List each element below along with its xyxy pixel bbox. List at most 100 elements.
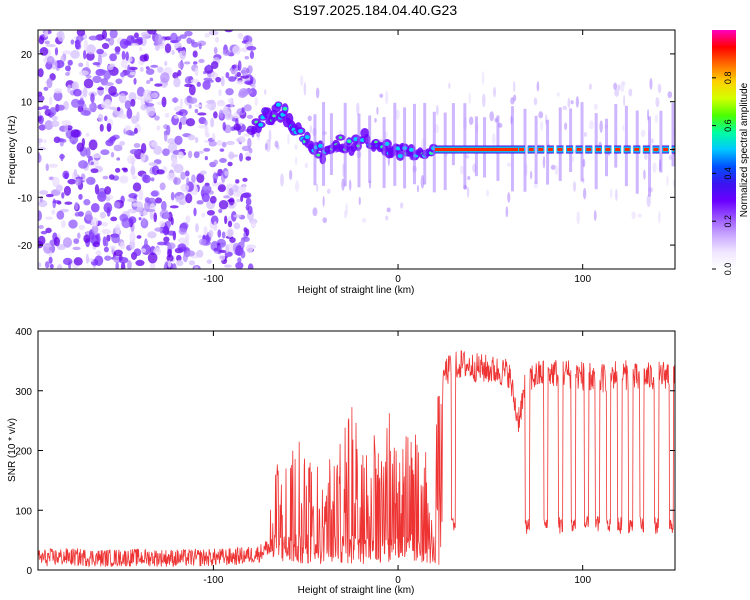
noise-blob xyxy=(224,170,229,176)
noise-blob xyxy=(38,94,45,103)
sparse-blob xyxy=(299,75,304,87)
noise-blob xyxy=(85,132,90,137)
noise-blob xyxy=(180,183,190,192)
noise-blob xyxy=(157,66,164,73)
sparse-blob xyxy=(640,129,646,138)
noise-blob xyxy=(218,254,226,261)
sparse-blob xyxy=(384,90,389,105)
noise-blob xyxy=(159,182,166,191)
vertical-streak xyxy=(368,115,372,183)
noise-blob xyxy=(149,261,156,269)
sparse-blob xyxy=(510,97,515,105)
noise-blob xyxy=(188,84,196,96)
noise-blob xyxy=(111,233,120,244)
sparse-blob xyxy=(280,173,284,187)
noise-blob xyxy=(73,257,83,266)
noise-blob xyxy=(128,208,134,214)
noise-blob xyxy=(52,176,60,188)
sparse-blob xyxy=(613,82,618,91)
noise-blob xyxy=(210,117,215,128)
noise-blob xyxy=(225,88,234,96)
sparse-blob xyxy=(303,82,307,96)
noise-blob xyxy=(104,255,112,261)
sparse-blob xyxy=(622,124,625,132)
noise-blob xyxy=(221,141,227,148)
noise-blob xyxy=(203,147,211,152)
noise-blob xyxy=(205,103,212,109)
spectrogram-x-axis-label: Height of straight line (km) xyxy=(298,285,415,296)
noise-blob xyxy=(46,55,55,65)
noise-blob xyxy=(172,72,179,79)
noise-blob xyxy=(50,120,60,128)
noise-blob xyxy=(132,202,139,207)
sparse-blob xyxy=(540,120,544,132)
sparse-blob xyxy=(583,132,588,137)
sparse-blob xyxy=(615,188,618,201)
noise-blob xyxy=(118,114,128,119)
sparse-blob xyxy=(609,188,613,199)
noise-blob xyxy=(83,39,89,51)
noise-blob xyxy=(217,184,226,193)
noise-blob xyxy=(73,238,80,244)
noise-blob xyxy=(187,134,196,141)
noise-blob xyxy=(97,113,104,123)
noise-blob xyxy=(74,212,80,217)
sparse-blob xyxy=(576,211,580,225)
noise-blob xyxy=(182,112,186,118)
noise-blob xyxy=(146,80,151,85)
signal-dash-core xyxy=(557,147,563,152)
noise-blob xyxy=(101,42,110,50)
sparse-blob xyxy=(395,109,400,121)
sparse-blob xyxy=(556,92,560,97)
noise-blob xyxy=(108,174,115,180)
signal-dash-core xyxy=(595,147,601,152)
sparse-blob xyxy=(571,155,575,163)
noise-blob xyxy=(119,175,129,184)
noise-blob xyxy=(179,200,184,205)
noise-blob xyxy=(62,50,72,55)
colorbar-bar xyxy=(712,30,736,269)
noise-blob xyxy=(245,244,254,254)
noise-blob xyxy=(92,75,102,84)
noise-blob xyxy=(204,156,208,161)
noise-blob xyxy=(218,208,223,214)
sparse-blob xyxy=(631,211,636,220)
noise-blob xyxy=(224,264,232,268)
noise-blob xyxy=(76,142,84,152)
vertical-streak xyxy=(432,111,436,193)
noise-blob xyxy=(86,52,95,61)
noise-blob xyxy=(133,143,141,148)
snr-x-tick-label: 100 xyxy=(574,575,591,586)
noise-blob xyxy=(85,44,96,55)
noise-blob xyxy=(90,168,99,174)
signal-dash-core xyxy=(586,147,592,152)
noise-blob xyxy=(113,249,123,257)
noise-blob xyxy=(127,198,137,203)
noise-blob xyxy=(78,193,83,200)
noise-blob xyxy=(213,247,218,252)
noise-blob xyxy=(118,257,129,264)
noise-blob xyxy=(194,67,199,77)
sparse-blob xyxy=(386,207,391,213)
noise-blob xyxy=(109,136,117,142)
track-core xyxy=(275,102,281,107)
noise-blob xyxy=(175,47,186,52)
noise-blob xyxy=(235,118,239,126)
noise-blob xyxy=(164,60,168,67)
noise-blob xyxy=(237,32,244,39)
noise-blob xyxy=(68,219,78,229)
noise-blob xyxy=(179,116,188,125)
noise-blob xyxy=(164,43,172,54)
noise-blob xyxy=(241,106,245,114)
noise-blob xyxy=(167,138,176,145)
noise-blob xyxy=(193,151,200,159)
vertical-streak xyxy=(412,103,416,185)
spectrogram-y-ticks: -20 -10 0 10 20 xyxy=(18,50,675,252)
noise-blob xyxy=(164,112,170,118)
noise-blob xyxy=(52,200,62,204)
track-core xyxy=(304,135,310,140)
noise-blob xyxy=(163,131,168,142)
noise-blob xyxy=(49,73,56,81)
noise-blob xyxy=(133,127,138,134)
noise-blob xyxy=(218,200,229,210)
